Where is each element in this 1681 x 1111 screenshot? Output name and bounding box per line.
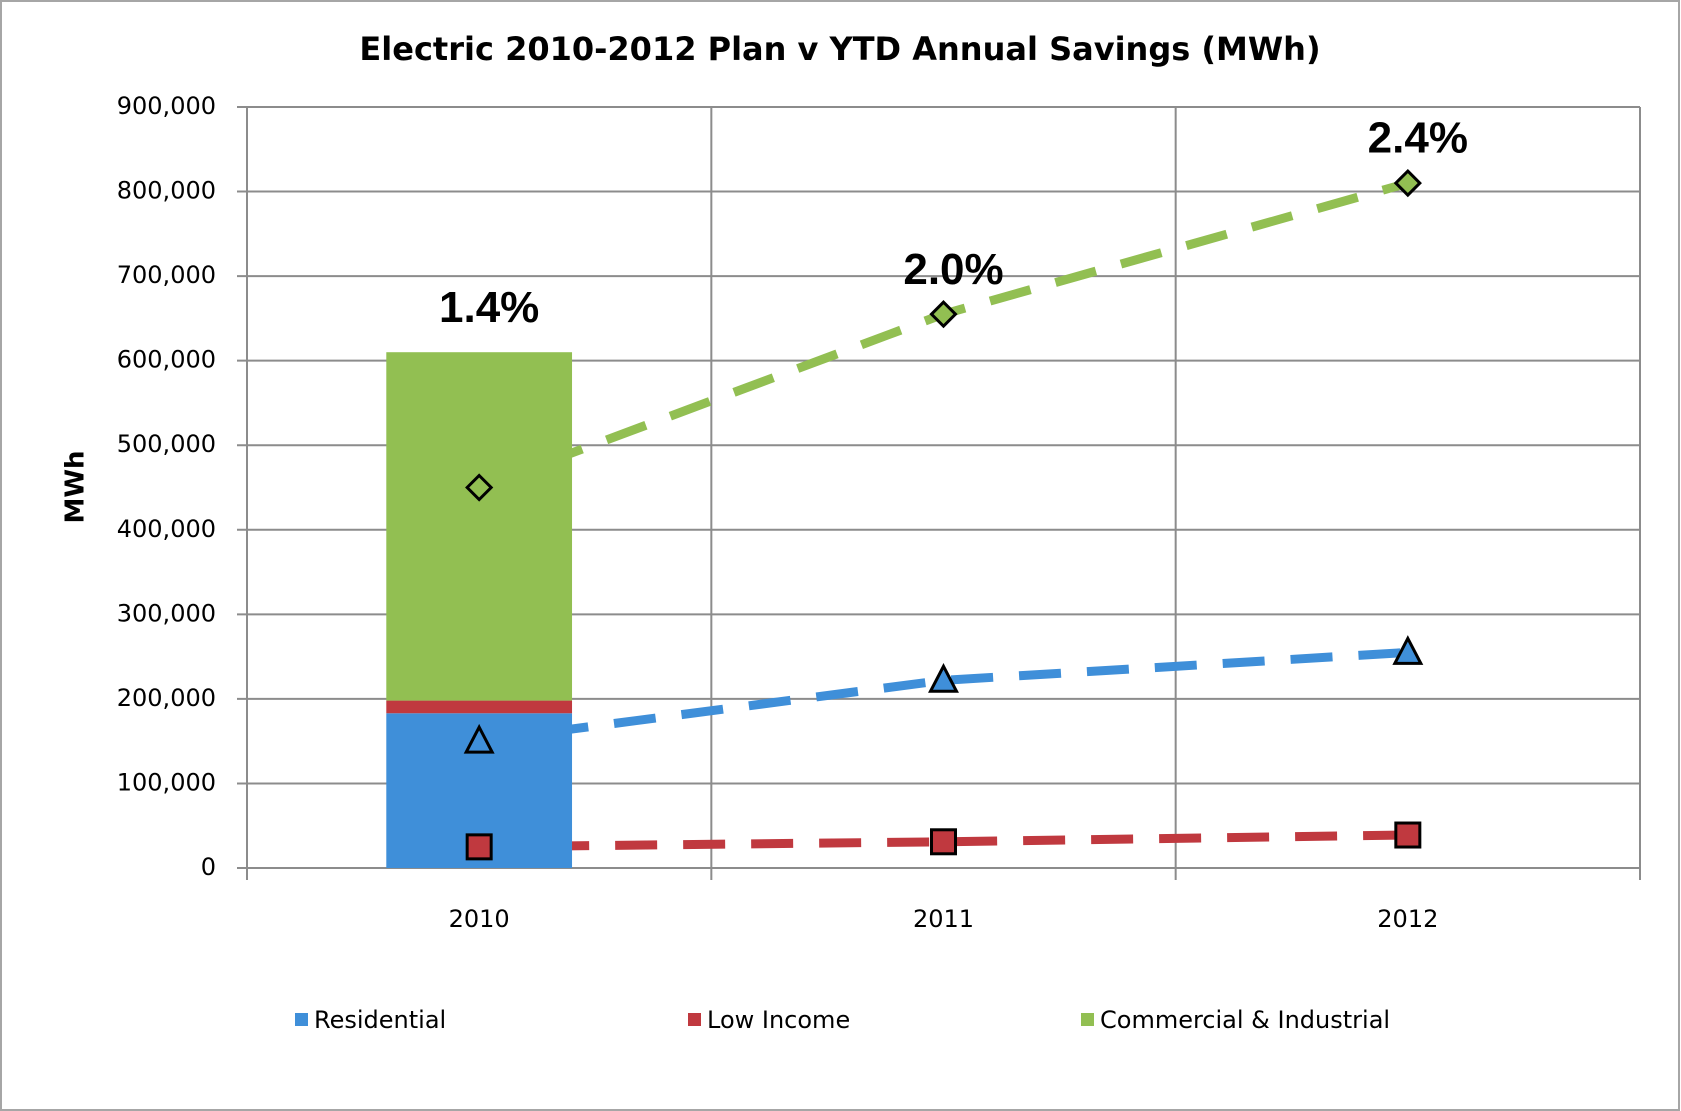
- marker: [1392, 635, 1424, 665]
- x-tick-label: 2012: [1377, 905, 1438, 933]
- annotation: 2.4%: [1368, 114, 1468, 163]
- plan-line: [479, 830, 1408, 852]
- y-tick-label: 200,000: [117, 684, 216, 712]
- legend-swatch: [1081, 1013, 1094, 1026]
- x-tick-label: 2010: [449, 905, 510, 933]
- legend-swatch: [688, 1013, 701, 1026]
- marker: [465, 473, 494, 502]
- legend-label: Low Income: [707, 1006, 850, 1034]
- y-tick-label: 500,000: [117, 430, 216, 458]
- y-tick-label: 400,000: [117, 515, 216, 543]
- bar-segment: [386, 352, 573, 701]
- y-tick-label: 700,000: [117, 261, 216, 289]
- y-tick-label: 300,000: [117, 599, 216, 627]
- legend-label: Residential: [314, 1006, 446, 1034]
- y-tick-label: 0: [201, 853, 216, 881]
- y-tick-label: 600,000: [117, 346, 216, 374]
- chart-title: Electric 2010-2012 Plan v YTD Annual Sav…: [359, 30, 1320, 68]
- x-tick-label: 2011: [913, 905, 974, 933]
- y-tick-label: 100,000: [117, 768, 216, 796]
- marker: [929, 300, 958, 329]
- legend-label: Commercial & Industrial: [1100, 1006, 1390, 1034]
- plan-line: [478, 647, 1409, 746]
- annotation: 1.4%: [439, 283, 539, 332]
- y-tick-label: 800,000: [117, 177, 216, 205]
- annotation: 2.0%: [903, 245, 1003, 294]
- marker: [1393, 168, 1422, 198]
- legend-swatch: [295, 1013, 308, 1026]
- marker: [928, 663, 959, 693]
- marker: [465, 833, 493, 861]
- y-tick-label: 900,000: [117, 92, 216, 120]
- marker: [930, 828, 957, 856]
- marker: [463, 723, 495, 754]
- bar-segment: [386, 700, 573, 714]
- marker: [1394, 821, 1422, 849]
- y-axis-title: MWh: [61, 450, 91, 523]
